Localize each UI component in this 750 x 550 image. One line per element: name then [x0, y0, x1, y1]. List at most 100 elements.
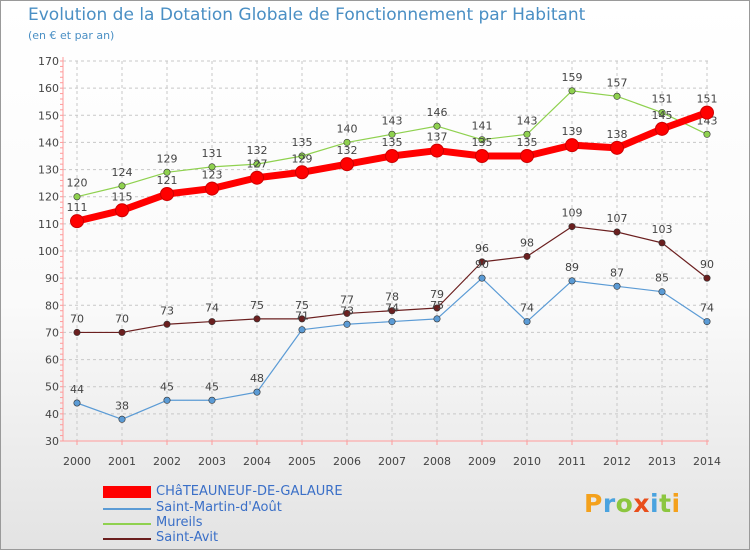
- data-point-ch-teauneuf-de-galaure: [430, 143, 444, 158]
- logo-letter: r: [602, 489, 616, 518]
- legend-swatch-saint-avit: [103, 538, 151, 540]
- x-tick-label: 2003: [198, 455, 226, 468]
- data-point-ch-teauneuf-de-galaure: [520, 149, 534, 163]
- data-point-mureils: [568, 87, 576, 95]
- data-point-saint-martin-d-ao-t: [478, 274, 486, 282]
- data-point-saint-martin-d-ao-t: [388, 318, 396, 326]
- x-tick-label: 2009: [468, 455, 496, 468]
- data-label-mureils: 124: [112, 166, 133, 179]
- data-point-ch-teauneuf-de-galaure: [115, 203, 129, 218]
- data-point-saint-avit: [568, 223, 576, 231]
- y-tick-label: 140: [38, 136, 59, 149]
- legend-swatch-chateauneuf: [103, 486, 151, 498]
- data-label-saint-avit: 96: [475, 242, 489, 255]
- data-point-ch-teauneuf-de-galaure: [475, 149, 489, 163]
- data-point-mureils: [73, 193, 81, 201]
- data-point-saint-avit: [658, 239, 666, 247]
- data-point-saint-avit: [208, 318, 216, 326]
- data-label-saint-avit: 75: [250, 299, 264, 312]
- data-point-saint-avit: [118, 328, 126, 336]
- y-tick-label: 170: [38, 55, 59, 68]
- x-tick-label: 2010: [513, 455, 541, 468]
- data-point-saint-avit: [343, 309, 351, 317]
- y-tick-label: 110: [38, 218, 59, 231]
- logo-letter: i: [671, 489, 681, 518]
- data-point-mureils: [478, 136, 486, 144]
- y-tick-label: 100: [38, 245, 59, 258]
- data-label-ch-teauneuf-de-galaure: 132: [337, 144, 358, 157]
- data-label-saint-avit: 70: [115, 312, 129, 325]
- data-point-ch-teauneuf-de-galaure: [160, 187, 174, 201]
- data-label-saint-martin-d-ao-t: 74: [700, 302, 714, 315]
- data-point-ch-teauneuf-de-galaure: [205, 181, 219, 196]
- data-label-saint-avit: 103: [652, 223, 673, 236]
- data-label-saint-martin-d-ao-t: 74: [385, 302, 399, 315]
- y-tick-label: 60: [45, 354, 59, 367]
- data-point-saint-martin-d-ao-t: [73, 399, 81, 407]
- data-point-ch-teauneuf-de-galaure: [700, 105, 714, 120]
- x-tick-label: 2005: [288, 455, 316, 468]
- data-label-saint-martin-d-ao-t: 48: [250, 372, 264, 385]
- data-point-ch-teauneuf-de-galaure: [250, 170, 264, 185]
- data-label-ch-teauneuf-de-galaure: 115: [112, 190, 133, 203]
- data-point-ch-teauneuf-de-galaure: [340, 157, 354, 172]
- data-label-saint-martin-d-ao-t: 89: [565, 261, 579, 274]
- data-point-saint-martin-d-ao-t: [568, 277, 576, 285]
- data-label-ch-teauneuf-de-galaure: 139: [562, 125, 583, 138]
- x-tick-label: 2013: [648, 455, 676, 468]
- data-label-saint-avit: 73: [160, 304, 174, 317]
- data-label-saint-martin-d-ao-t: 38: [115, 399, 129, 412]
- x-tick-label: 2004: [243, 455, 271, 468]
- logo-letter: t: [659, 489, 672, 518]
- data-label-saint-avit: 78: [385, 291, 399, 304]
- legend-label-saint-martin: Saint-Martin-d'Août: [156, 500, 282, 515]
- data-point-mureils: [163, 168, 171, 176]
- data-label-mureils: 141: [472, 120, 493, 133]
- data-point-saint-martin-d-ao-t: [298, 326, 306, 334]
- data-point-saint-avit: [523, 252, 531, 260]
- data-label-saint-avit: 107: [607, 212, 628, 225]
- x-tick-label: 2007: [378, 455, 406, 468]
- data-point-saint-martin-d-ao-t: [343, 320, 351, 328]
- data-label-mureils: 143: [382, 114, 403, 127]
- data-point-mureils: [658, 109, 666, 117]
- data-label-saint-martin-d-ao-t: 45: [160, 380, 174, 393]
- data-point-saint-martin-d-ao-t: [163, 396, 171, 404]
- logo-letter: o: [615, 489, 634, 518]
- logo-letter: P: [584, 489, 603, 518]
- data-label-ch-teauneuf-de-galaure: 127: [247, 158, 268, 171]
- x-tick-label: 2001: [108, 455, 136, 468]
- data-point-ch-teauneuf-de-galaure: [610, 140, 624, 155]
- data-point-mureils: [343, 138, 351, 146]
- data-label-saint-martin-d-ao-t: 45: [205, 380, 219, 393]
- data-point-mureils: [298, 152, 306, 160]
- data-label-mureils: 131: [202, 147, 223, 160]
- legend-label-chateauneuf: CHâTEAUNEUF-DE-GALAURE: [156, 484, 343, 499]
- x-tick-label: 2000: [63, 455, 91, 468]
- data-point-ch-teauneuf-de-galaure: [385, 149, 399, 163]
- data-point-saint-avit: [613, 228, 621, 236]
- data-point-saint-martin-d-ao-t: [433, 315, 441, 323]
- data-label-saint-martin-d-ao-t: 87: [610, 266, 624, 279]
- data-label-saint-martin-d-ao-t: 73: [340, 304, 354, 317]
- data-label-saint-avit: 77: [340, 293, 354, 306]
- chart-title: Evolution de la Dotation Globale de Fonc…: [28, 5, 586, 25]
- data-label-ch-teauneuf-de-galaure: 121: [157, 174, 178, 187]
- y-tick-label: 30: [45, 435, 59, 448]
- data-point-mureils: [523, 130, 531, 138]
- x-tick-label: 2014: [693, 455, 721, 468]
- data-label-ch-teauneuf-de-galaure: 137: [427, 131, 448, 144]
- data-label-ch-teauneuf-de-galaure: 129: [292, 152, 313, 165]
- x-tick-label: 2002: [153, 455, 181, 468]
- data-point-ch-teauneuf-de-galaure: [70, 214, 84, 229]
- legend-label-saint-avit: Saint-Avit: [156, 530, 219, 545]
- data-label-ch-teauneuf-de-galaure: 111: [67, 201, 88, 214]
- y-tick-label: 40: [45, 408, 59, 421]
- data-label-ch-teauneuf-de-galaure: 135: [472, 136, 493, 149]
- data-point-saint-avit: [388, 307, 396, 315]
- logo-letter: i: [650, 489, 660, 518]
- data-label-saint-avit: 75: [295, 299, 309, 312]
- data-label-saint-martin-d-ao-t: 44: [70, 383, 84, 396]
- data-point-ch-teauneuf-de-galaure: [295, 165, 309, 180]
